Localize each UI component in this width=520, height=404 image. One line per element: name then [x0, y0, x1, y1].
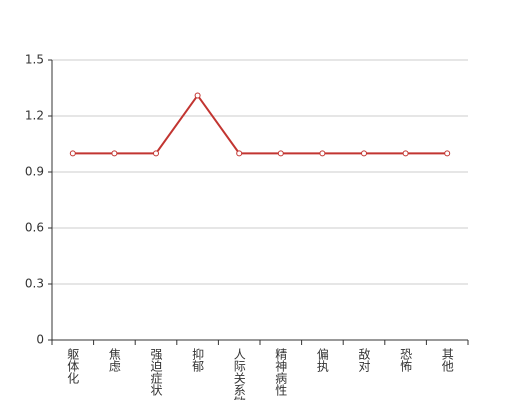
- y-tick-label: 0: [36, 333, 44, 347]
- y-tick-label: 0.3: [25, 277, 44, 291]
- x-tick-label: 其他: [440, 348, 454, 372]
- point: [194, 92, 201, 99]
- line: [72, 93, 448, 155]
- point: [69, 150, 76, 157]
- y-tick-label: 0.6: [25, 221, 44, 235]
- point: [111, 150, 118, 157]
- x-tick-label: 抑郁: [191, 347, 205, 373]
- point: [153, 150, 159, 157]
- x-tick-label: 精神病性: [274, 348, 288, 397]
- x-tick-label: 人际关系敏感: [232, 348, 246, 400]
- point: [319, 150, 326, 157]
- x-tick-label: 躯体化: [66, 347, 80, 385]
- y-tick-label: 1.5: [25, 53, 44, 67]
- x-tick-label: 焦虑: [107, 348, 121, 372]
- point: [277, 150, 284, 157]
- x-tick-label: 偏执: [315, 347, 329, 373]
- point: [236, 150, 243, 157]
- point: [361, 150, 367, 157]
- y-tick-label: 0.9: [25, 165, 44, 179]
- x-tick-label: 恐怖: [399, 348, 413, 372]
- y-tick-label: 1.2: [25, 109, 44, 123]
- point: [444, 150, 451, 157]
- point: [402, 150, 409, 157]
- x-tick-label: 敌对: [357, 347, 371, 372]
- x-tick-label: 强迫症状: [149, 348, 163, 396]
